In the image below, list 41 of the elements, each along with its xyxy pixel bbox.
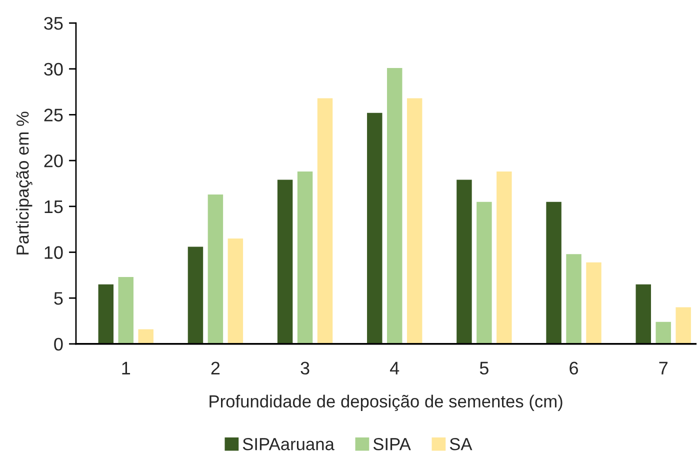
x-tick-label: 5 xyxy=(480,362,488,375)
x-axis-title: Profundidade de deposição de sementes (cm) xyxy=(210,394,562,412)
y-axis-title: Participação em % xyxy=(16,112,32,254)
y-tick-label: 25 xyxy=(44,108,63,122)
x-tick-label: 6 xyxy=(570,362,578,375)
bar xyxy=(496,172,512,344)
bar xyxy=(118,276,134,344)
x-tick-label: 2 xyxy=(211,362,220,374)
bar xyxy=(367,112,382,344)
bar xyxy=(297,172,313,344)
legend-label: SA xyxy=(450,438,472,450)
bar xyxy=(586,262,602,344)
bar xyxy=(277,180,293,344)
x-tick-label: 7 xyxy=(659,362,668,374)
y-tick-label: 35 xyxy=(44,16,63,30)
x-tick-label: 3 xyxy=(300,362,310,375)
bar xyxy=(566,254,582,344)
bar xyxy=(546,202,562,344)
bar xyxy=(98,284,114,344)
x-tick-label: 1 xyxy=(122,362,130,374)
bar xyxy=(676,307,691,344)
y-tick-label: 0 xyxy=(54,338,63,351)
bar xyxy=(656,322,671,344)
bar xyxy=(387,68,402,344)
y-tick-label: 10 xyxy=(44,246,63,259)
y-tick-label: 5 xyxy=(54,292,63,305)
y-tick-label: 30 xyxy=(44,62,63,76)
bar xyxy=(188,246,204,344)
bar xyxy=(208,194,224,344)
y-tick-label: 15 xyxy=(44,200,63,214)
bar xyxy=(406,98,422,344)
bar xyxy=(636,284,651,344)
bar xyxy=(228,238,244,344)
bar xyxy=(317,98,333,344)
bar xyxy=(476,202,492,344)
bar xyxy=(456,180,472,344)
legend-label: SIPAaruana xyxy=(242,438,334,450)
legend-label: SIPA xyxy=(373,438,411,450)
y-tick-label: 20 xyxy=(44,154,63,168)
bar xyxy=(138,329,154,344)
x-tick-label: 4 xyxy=(390,362,400,374)
